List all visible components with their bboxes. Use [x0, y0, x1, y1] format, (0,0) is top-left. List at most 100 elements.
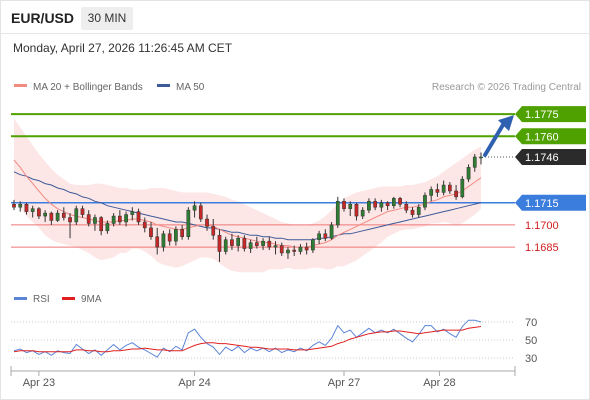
candle-body: [111, 215, 116, 224]
candle-body: [298, 246, 303, 252]
candle-body: [105, 223, 110, 232]
candle-body: [167, 233, 172, 242]
projection-arrowhead: [498, 115, 514, 132]
candle-body: [236, 237, 241, 246]
candle-body: [99, 217, 104, 232]
ma50-line: [13, 171, 482, 241]
candle-body: [398, 198, 402, 205]
candle-body: [460, 178, 465, 198]
candle-body: [68, 217, 72, 223]
rsi-ma-line: [13, 326, 482, 353]
candle-body: [335, 201, 340, 226]
time-axis-label: Apr 28: [423, 377, 455, 389]
candle-body: [30, 208, 35, 212]
candle-body: [149, 227, 153, 237]
candle-body: [130, 211, 135, 215]
time-axis-label: Apr 24: [178, 377, 210, 389]
candle-body: [267, 240, 272, 248]
candle-body: [273, 245, 278, 248]
candle-body: [180, 229, 184, 237]
candle-body: [174, 229, 178, 242]
candle-body: [304, 246, 309, 251]
candle-body: [379, 202, 384, 208]
projection-arrow: [483, 121, 506, 157]
candle-body: [317, 233, 321, 240]
level-price-tag: [515, 106, 586, 123]
candle-body: [254, 242, 259, 246]
level-price-label: 1.1760: [525, 131, 559, 143]
candle-body: [86, 214, 91, 224]
candle-body: [385, 202, 390, 206]
candle-body: [161, 233, 166, 248]
candle-body: [61, 212, 66, 218]
timestamp-label: Monday, April 27, 2026 11:26:45 AM CET: [13, 41, 233, 55]
candle-body: [49, 212, 54, 221]
candle-body: [416, 206, 421, 215]
candle-body: [404, 203, 409, 211]
rsi-tick-label: 70: [525, 317, 537, 329]
candle-body: [211, 226, 216, 236]
candle-body: [323, 233, 328, 239]
rsi-tick-label: 50: [525, 335, 537, 347]
candle-body: [155, 236, 160, 248]
time-axis: Apr 23 Apr 24 Apr 27 Apr 28: [10, 366, 516, 389]
candle-body: [311, 239, 315, 251]
candle-body: [12, 203, 16, 208]
candle-body: [423, 195, 427, 208]
rsi-panel: 70 50 30: [11, 317, 537, 365]
timeframe-button[interactable]: 30 MIN: [81, 7, 133, 30]
candle-body: [479, 156, 483, 159]
time-axis-label: Apr 23: [23, 377, 55, 389]
credit-label: Research © 2026 Trading Central: [432, 82, 581, 93]
candle-body: [342, 201, 346, 209]
candle-body: [37, 208, 41, 217]
time-axis-label: Apr 27: [328, 377, 360, 389]
candle-body: [391, 198, 396, 206]
rsi-legend-swatch: [14, 297, 27, 300]
candle-body: [136, 211, 141, 223]
candle-body: [43, 212, 47, 217]
level-price-tag: [515, 128, 586, 145]
candle-body: [80, 208, 85, 215]
candle-body: [24, 203, 29, 212]
candle-body: [74, 208, 79, 223]
candle-body: [435, 189, 440, 193]
candle-body: [124, 214, 128, 223]
candle-body: [223, 239, 228, 252]
price-panel: 1.1775 1.1760 1.1715 1.1700 1.1685 1.1746: [11, 106, 586, 273]
candle-body: [360, 209, 365, 217]
candle-body: [118, 215, 122, 223]
candle-body: [142, 221, 147, 229]
candle-body: [192, 205, 197, 211]
rsi-legend-label: RSI: [33, 294, 50, 305]
candle-body: [410, 209, 415, 215]
candle-body: [248, 242, 253, 249]
rsi-line: [13, 319, 482, 358]
candle-body: [230, 239, 234, 246]
candle-body: [186, 209, 191, 237]
candle-body: [205, 218, 209, 227]
level-price-label: 1.1685: [525, 242, 559, 254]
candle-body: [466, 167, 471, 180]
rsi-ma-legend-label: 9MA: [81, 294, 102, 305]
last-price-label: 1.1746: [525, 152, 559, 164]
ma20-legend-label: MA 20 + Bollinger Bands: [33, 82, 143, 93]
candle-body: [261, 240, 265, 246]
candle-body: [242, 237, 247, 249]
candle-body: [472, 156, 477, 168]
level-price-label: 1.1700: [525, 220, 559, 232]
candle-body: [55, 212, 60, 221]
candle-body: [367, 201, 371, 211]
candle-body: [217, 235, 222, 252]
header-separator: [0, 33, 590, 34]
candle-body: [279, 245, 284, 254]
candle-body: [329, 224, 334, 239]
candle-body: [454, 190, 458, 198]
candle-body: [292, 249, 297, 252]
ma20-legend-swatch: [14, 84, 27, 87]
candle-body: [441, 184, 446, 193]
symbol-title: EUR/USD: [11, 10, 75, 26]
candle-body: [354, 203, 359, 217]
ma20-line: [13, 159, 482, 248]
